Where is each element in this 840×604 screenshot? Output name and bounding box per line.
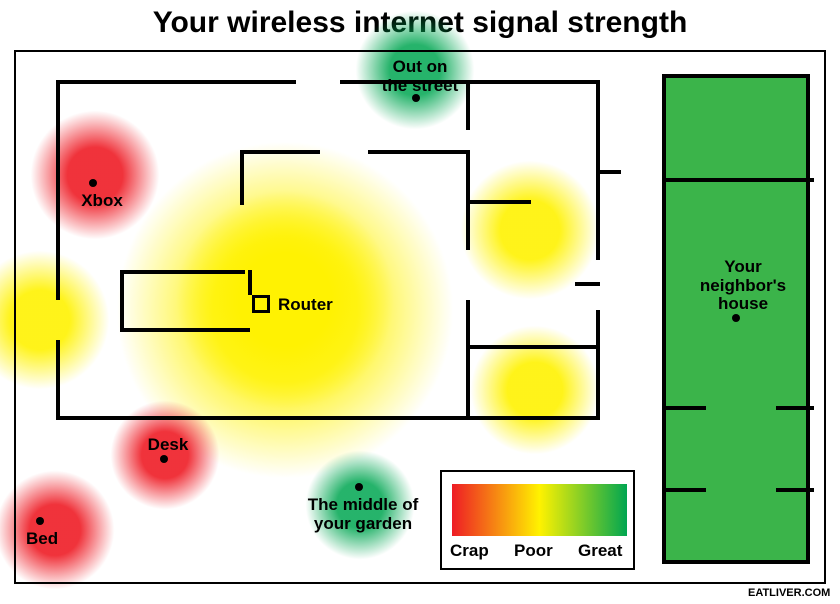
neighbor-wall-segment: [776, 406, 814, 410]
garden-dot: [355, 483, 363, 491]
wall-segment: [368, 150, 468, 154]
desk-dot: [160, 455, 168, 463]
desk-label: Desk: [138, 436, 198, 455]
neighbor-wall-segment: [666, 406, 706, 410]
wall-segment: [466, 300, 470, 420]
attribution: EATLIVER.COM: [748, 587, 830, 599]
xbox-label: Xbox: [72, 192, 132, 211]
xbox-dot: [89, 179, 97, 187]
wall-segment: [240, 150, 320, 154]
wall-segment: [240, 150, 244, 205]
wall-segment: [120, 328, 250, 332]
wall-segment: [466, 345, 596, 349]
neighbor-label: Your neighbor's house: [688, 258, 798, 314]
page-title: Your wireless internet signal strength: [0, 6, 840, 40]
neighbor-dot: [732, 314, 740, 322]
router-icon: [252, 295, 270, 313]
wall-segment: [575, 282, 600, 286]
legend-label-poor: Poor: [514, 542, 553, 561]
legend-box: Crap Poor Great: [440, 470, 635, 570]
bed-dot: [36, 517, 44, 525]
wall-segment: [56, 80, 296, 84]
router-label: Router: [278, 296, 348, 315]
wall-segment: [248, 270, 252, 295]
garden-label: The middle of your garden: [288, 496, 438, 533]
wall-segment: [56, 416, 596, 420]
wall-segment: [120, 270, 245, 274]
wall-segment: [596, 310, 600, 420]
street-label: Out on the street: [370, 58, 470, 95]
wall-segment: [56, 80, 60, 300]
wall-segment: [467, 80, 597, 84]
legend-label-great: Great: [578, 542, 622, 561]
legend-label-crap: Crap: [450, 542, 489, 561]
wall-segment: [56, 340, 60, 420]
wall-segment: [466, 200, 531, 204]
bed-label: Bed: [26, 530, 76, 549]
neighbor-wall-segment: [666, 178, 814, 182]
legend-gradient: [452, 484, 627, 536]
neighbor-wall-segment: [776, 488, 814, 492]
neighbor-wall-segment: [666, 488, 706, 492]
wifi-signal-diagram: Your wireless internet signal strength X…: [0, 0, 840, 604]
wall-segment: [596, 170, 621, 174]
wall-segment: [120, 270, 124, 330]
